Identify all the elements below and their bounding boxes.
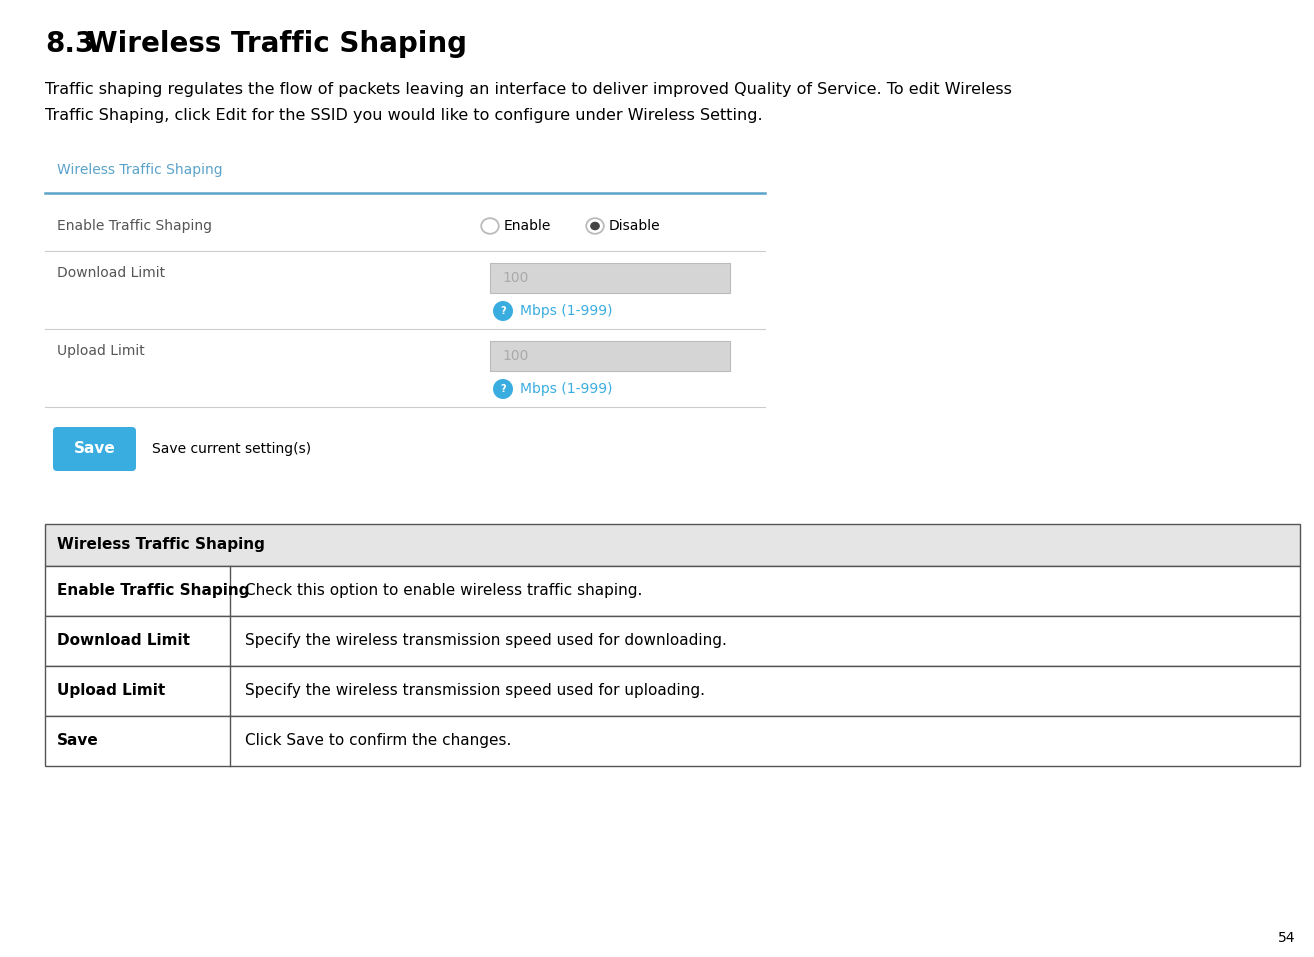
Text: Traffic Shaping, click Edit for the SSID you would like to configure under Wirel: Traffic Shaping, click Edit for the SSID… bbox=[45, 108, 762, 123]
Text: Enable: Enable bbox=[505, 219, 552, 233]
Text: Save current setting(s): Save current setting(s) bbox=[152, 442, 311, 456]
Text: Enable Traffic Shaping: Enable Traffic Shaping bbox=[57, 219, 212, 233]
FancyBboxPatch shape bbox=[53, 427, 137, 471]
FancyBboxPatch shape bbox=[490, 263, 731, 293]
Text: 100: 100 bbox=[502, 271, 528, 285]
Circle shape bbox=[493, 379, 512, 399]
Circle shape bbox=[493, 301, 512, 321]
FancyBboxPatch shape bbox=[45, 524, 1300, 566]
Text: 54: 54 bbox=[1277, 931, 1296, 945]
Text: Save: Save bbox=[57, 733, 99, 748]
FancyBboxPatch shape bbox=[490, 341, 731, 371]
Text: Enable Traffic Shaping: Enable Traffic Shaping bbox=[57, 584, 250, 598]
Text: Disable: Disable bbox=[608, 219, 661, 233]
Text: Click Save to confirm the changes.: Click Save to confirm the changes. bbox=[244, 733, 511, 748]
Text: Wireless Traffic Shaping: Wireless Traffic Shaping bbox=[57, 538, 265, 552]
Text: Upload Limit: Upload Limit bbox=[57, 683, 166, 699]
FancyBboxPatch shape bbox=[45, 616, 1300, 666]
Text: Specify the wireless transmission speed used for downloading.: Specify the wireless transmission speed … bbox=[244, 634, 727, 649]
Text: Specify the wireless transmission speed used for uploading.: Specify the wireless transmission speed … bbox=[244, 683, 706, 699]
Text: Download Limit: Download Limit bbox=[57, 266, 166, 280]
Ellipse shape bbox=[590, 222, 599, 231]
Text: ?: ? bbox=[501, 306, 506, 316]
Text: Mbps (1-999): Mbps (1-999) bbox=[520, 382, 612, 396]
FancyBboxPatch shape bbox=[45, 666, 1300, 716]
FancyBboxPatch shape bbox=[45, 566, 1300, 616]
Text: Upload Limit: Upload Limit bbox=[57, 344, 145, 358]
Text: Wireless Traffic Shaping: Wireless Traffic Shaping bbox=[57, 163, 222, 177]
Text: Save: Save bbox=[74, 441, 116, 456]
Text: Mbps (1-999): Mbps (1-999) bbox=[520, 304, 612, 318]
Text: 100: 100 bbox=[502, 349, 528, 363]
Text: Download Limit: Download Limit bbox=[57, 634, 191, 649]
Text: Check this option to enable wireless traffic shaping.: Check this option to enable wireless tra… bbox=[244, 584, 643, 598]
Text: Wireless Traffic Shaping: Wireless Traffic Shaping bbox=[87, 30, 466, 58]
Text: 8.3: 8.3 bbox=[45, 30, 95, 58]
Text: ?: ? bbox=[501, 384, 506, 394]
FancyBboxPatch shape bbox=[45, 716, 1300, 766]
Text: Traffic shaping regulates the flow of packets leaving an interface to deliver im: Traffic shaping regulates the flow of pa… bbox=[45, 82, 1012, 97]
